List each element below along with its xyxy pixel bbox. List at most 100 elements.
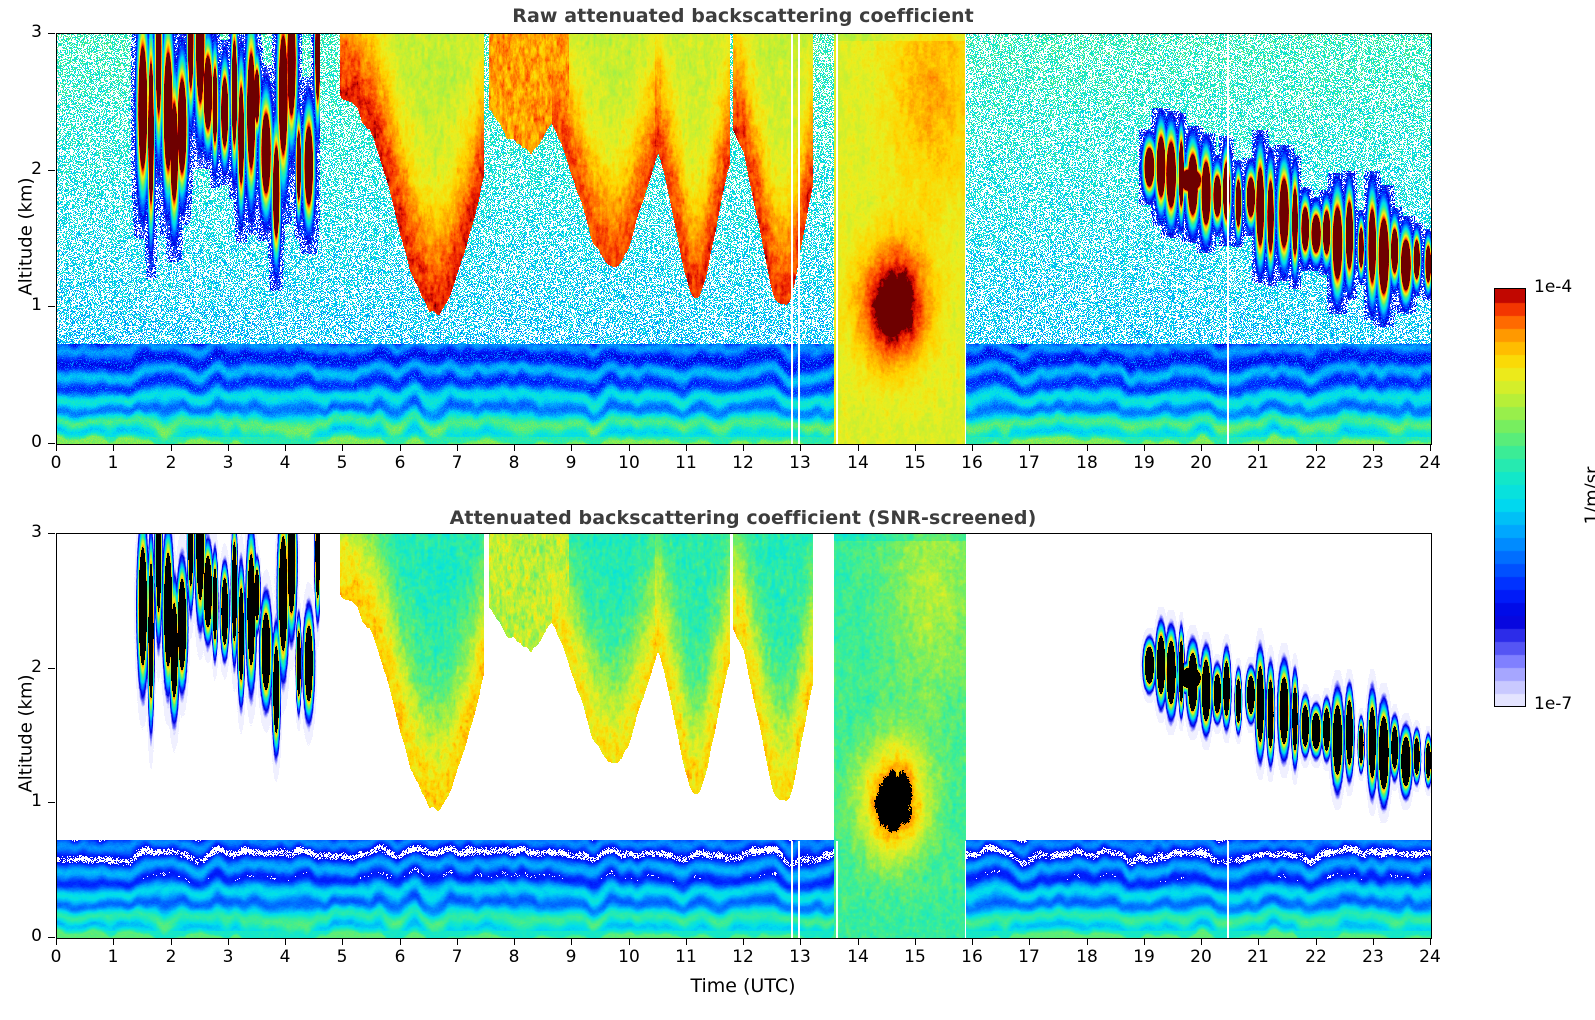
- x-tick-label: 2: [165, 947, 177, 967]
- x-tick-label: 21: [1247, 453, 1269, 473]
- axis-tick: [228, 938, 230, 945]
- axis-tick: [171, 938, 173, 945]
- axis-tick: [1316, 938, 1318, 945]
- x-tick-label: 1: [107, 453, 119, 473]
- x-tick-label: 9: [565, 947, 577, 967]
- axis-tick: [113, 938, 115, 945]
- y-tick-label: 3: [31, 22, 42, 42]
- axis-tick: [457, 938, 459, 945]
- axis-tick: [1258, 444, 1260, 451]
- axis-tick: [1373, 444, 1375, 451]
- axis-tick: [1087, 444, 1089, 451]
- axis-tick: [1029, 444, 1031, 451]
- x-tick-label: 5: [336, 947, 348, 967]
- x-tick-label: 24: [1419, 947, 1441, 967]
- axis-tick: [48, 33, 55, 35]
- x-tick-label: 10: [618, 453, 640, 473]
- y-tick-label: 2: [31, 657, 42, 677]
- axis-tick: [686, 444, 688, 451]
- plot-area-screened: [56, 533, 1432, 939]
- x-tick-label: 19: [1133, 947, 1155, 967]
- x-tick-label: 7: [451, 947, 463, 967]
- axis-tick: [800, 938, 802, 945]
- x-tick-label: 17: [1018, 453, 1040, 473]
- x-tick-label: 9: [565, 453, 577, 473]
- axis-tick: [56, 444, 58, 451]
- x-tick-label: 16: [961, 947, 983, 967]
- y-tick-label: 1: [31, 295, 42, 315]
- colorbar-min-label: 1e-7: [1534, 694, 1573, 714]
- axis-tick: [285, 444, 287, 451]
- x-tick-label: 18: [1076, 947, 1098, 967]
- x-tick-label: 14: [847, 947, 869, 967]
- axis-tick: [48, 937, 55, 939]
- x-axis-label: Time (UTC): [690, 975, 796, 997]
- axis-tick: [400, 444, 402, 451]
- axis-tick: [514, 444, 516, 451]
- axis-tick: [113, 444, 115, 451]
- axis-tick: [48, 802, 55, 804]
- y-axis-label-screened: Altitude (km): [15, 674, 37, 793]
- x-tick-label: 6: [394, 453, 406, 473]
- axis-tick: [48, 306, 55, 308]
- x-tick-label: 23: [1362, 947, 1384, 967]
- x-tick-label: 4: [279, 947, 291, 967]
- colorbar-max-label: 1e-4: [1534, 277, 1573, 297]
- colorbar-unit-label: 1/m/sr: [1581, 466, 1595, 524]
- y-tick-label: 2: [31, 159, 42, 179]
- x-tick-label: 1: [107, 947, 119, 967]
- axis-tick: [743, 444, 745, 451]
- axis-tick: [1144, 444, 1146, 451]
- x-tick-label: 3: [222, 453, 234, 473]
- y-tick-label: 3: [31, 522, 42, 542]
- x-tick-label: 12: [732, 947, 754, 967]
- axis-tick: [629, 444, 631, 451]
- x-tick-label: 22: [1305, 947, 1327, 967]
- axis-tick: [1087, 938, 1089, 945]
- x-tick-label: 8: [508, 453, 520, 473]
- x-tick-label: 16: [961, 453, 983, 473]
- axis-tick: [743, 938, 745, 945]
- x-tick-label: 19: [1133, 453, 1155, 473]
- x-tick-label: 6: [394, 947, 406, 967]
- axis-tick: [686, 938, 688, 945]
- axis-tick: [858, 444, 860, 451]
- axis-tick: [1201, 938, 1203, 945]
- axis-tick: [1373, 938, 1375, 945]
- x-tick-label: 24: [1419, 453, 1441, 473]
- axis-tick: [800, 444, 802, 451]
- x-tick-label: 22: [1305, 453, 1327, 473]
- axis-tick: [571, 444, 573, 451]
- axis-tick: [342, 938, 344, 945]
- axis-tick: [171, 444, 173, 451]
- x-tick-label: 14: [847, 453, 869, 473]
- y-tick-label: 1: [31, 791, 42, 811]
- axis-tick: [1316, 444, 1318, 451]
- axis-tick: [457, 444, 459, 451]
- axis-tick: [1258, 938, 1260, 945]
- axis-tick: [1430, 444, 1432, 451]
- x-tick-label: 17: [1018, 947, 1040, 967]
- axis-tick: [56, 938, 58, 945]
- panel-title-screened: Attenuated backscattering coefficient (S…: [449, 507, 1037, 529]
- x-tick-label: 8: [508, 947, 520, 967]
- axis-tick: [1144, 938, 1146, 945]
- x-tick-label: 15: [904, 453, 926, 473]
- axis-tick: [1201, 444, 1203, 451]
- axis-tick: [48, 443, 55, 445]
- x-tick-label: 13: [789, 947, 811, 967]
- x-tick-label: 3: [222, 947, 234, 967]
- axis-tick: [629, 938, 631, 945]
- axis-tick: [228, 444, 230, 451]
- axis-tick: [1029, 938, 1031, 945]
- axis-tick: [48, 170, 55, 172]
- axis-tick: [915, 444, 917, 451]
- x-tick-label: 18: [1076, 453, 1098, 473]
- axis-tick: [571, 938, 573, 945]
- axis-tick: [48, 668, 55, 670]
- axis-tick: [400, 938, 402, 945]
- axis-tick: [858, 938, 860, 945]
- x-tick-label: 7: [451, 453, 463, 473]
- x-tick-label: 10: [618, 947, 640, 967]
- y-tick-label: 0: [31, 432, 42, 452]
